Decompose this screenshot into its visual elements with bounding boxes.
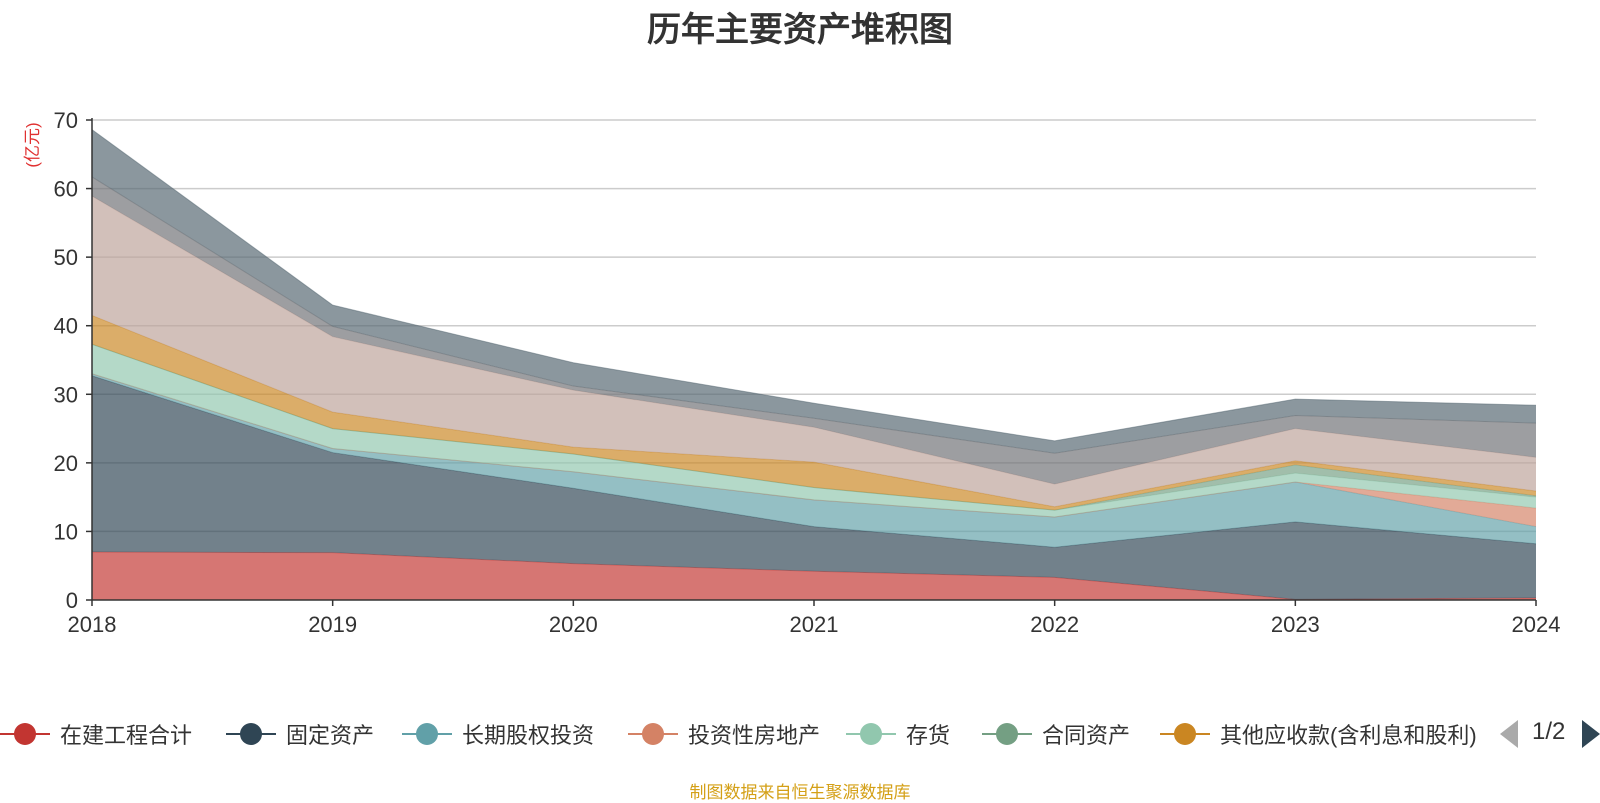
area-series-8 xyxy=(92,176,1536,485)
y-tick-label: 0 xyxy=(66,588,78,613)
y-tick-label: 40 xyxy=(54,314,78,339)
x-tick-label: 2019 xyxy=(308,612,357,637)
legend-item[interactable]: 在建工程合计 xyxy=(0,716,192,752)
axes: 0 10 20 30 40 50 60 70 2018 2019 2020 2021 2022 2023 2… xyxy=(54,108,1561,637)
legend-item[interactable]: 存货 xyxy=(846,716,950,752)
x-tick-label: 2021 xyxy=(790,612,839,637)
y-tick-label: 10 xyxy=(54,519,78,544)
area-series-6 xyxy=(92,315,1536,511)
legend-marker-icon xyxy=(402,716,452,752)
legend-item[interactable]: 长期股权投资 xyxy=(402,716,594,752)
y-tick-label: 30 xyxy=(54,382,78,407)
legend-marker-icon xyxy=(0,716,50,752)
area-series-2 xyxy=(92,373,1536,548)
y-tick-label: 60 xyxy=(54,177,78,202)
area-layer xyxy=(91,129,1537,600)
x-tick-label: 2020 xyxy=(549,612,598,637)
legend-marker-icon xyxy=(846,716,896,752)
y-tick-label: 70 xyxy=(54,108,78,133)
legend-label: 存货 xyxy=(906,723,951,748)
area-series-7 xyxy=(92,196,1536,507)
legend-item[interactable]: 合同资产 xyxy=(982,716,1130,752)
x-tick-label: 2024 xyxy=(1512,612,1561,637)
legend-page-indicator: 1/2 xyxy=(1532,718,1566,745)
y-tick-label: 20 xyxy=(54,451,78,476)
x-tick-label: 2022 xyxy=(1030,612,1079,637)
legend-label: 固定资产 xyxy=(286,723,375,748)
legend-next-arrow-icon[interactable] xyxy=(1582,720,1600,748)
legend-label: 其他应收款(含利息和股利) xyxy=(1220,723,1477,748)
area-series-0 xyxy=(92,552,1536,600)
legend-marker-icon xyxy=(628,716,678,752)
area-series-1 xyxy=(92,375,1536,600)
y-axis-unit-label: (亿元) xyxy=(23,122,42,167)
chart-title: 历年主要资产堆积图 xyxy=(647,11,953,49)
legend-prev-arrow-icon[interactable] xyxy=(1500,720,1518,748)
legend-label: 投资性房地产 xyxy=(688,723,821,748)
legend-item[interactable]: 其他应收款(含利息和股利) xyxy=(1160,716,1482,752)
legend-marker-icon xyxy=(982,716,1032,752)
x-tick-label: 2023 xyxy=(1271,612,1320,637)
legend-item[interactable]: 固定资产 xyxy=(226,716,374,752)
legend-label: 合同资产 xyxy=(1042,723,1131,748)
area-series-edge-9 xyxy=(91,129,1537,442)
legend-label: 长期股权投资 xyxy=(462,723,595,748)
legend-marker-icon xyxy=(1160,716,1210,752)
x-tick-label: 2018 xyxy=(68,612,117,637)
legend-label: 在建工程合计 xyxy=(60,723,193,748)
legend-pager: 1/2 xyxy=(1500,716,1600,752)
legend: 在建工程合计 固定资产 长期股权投资 投资性房地产 存货 合同资产 其他应收款(含利息和股利… xyxy=(0,716,1600,752)
legend-marker-icon xyxy=(226,716,276,752)
y-tick-label: 50 xyxy=(54,245,78,270)
legend-item[interactable]: 投资性房地产 xyxy=(628,716,820,752)
source-note: 制图数据来自恒生聚源数据库 xyxy=(689,783,911,802)
